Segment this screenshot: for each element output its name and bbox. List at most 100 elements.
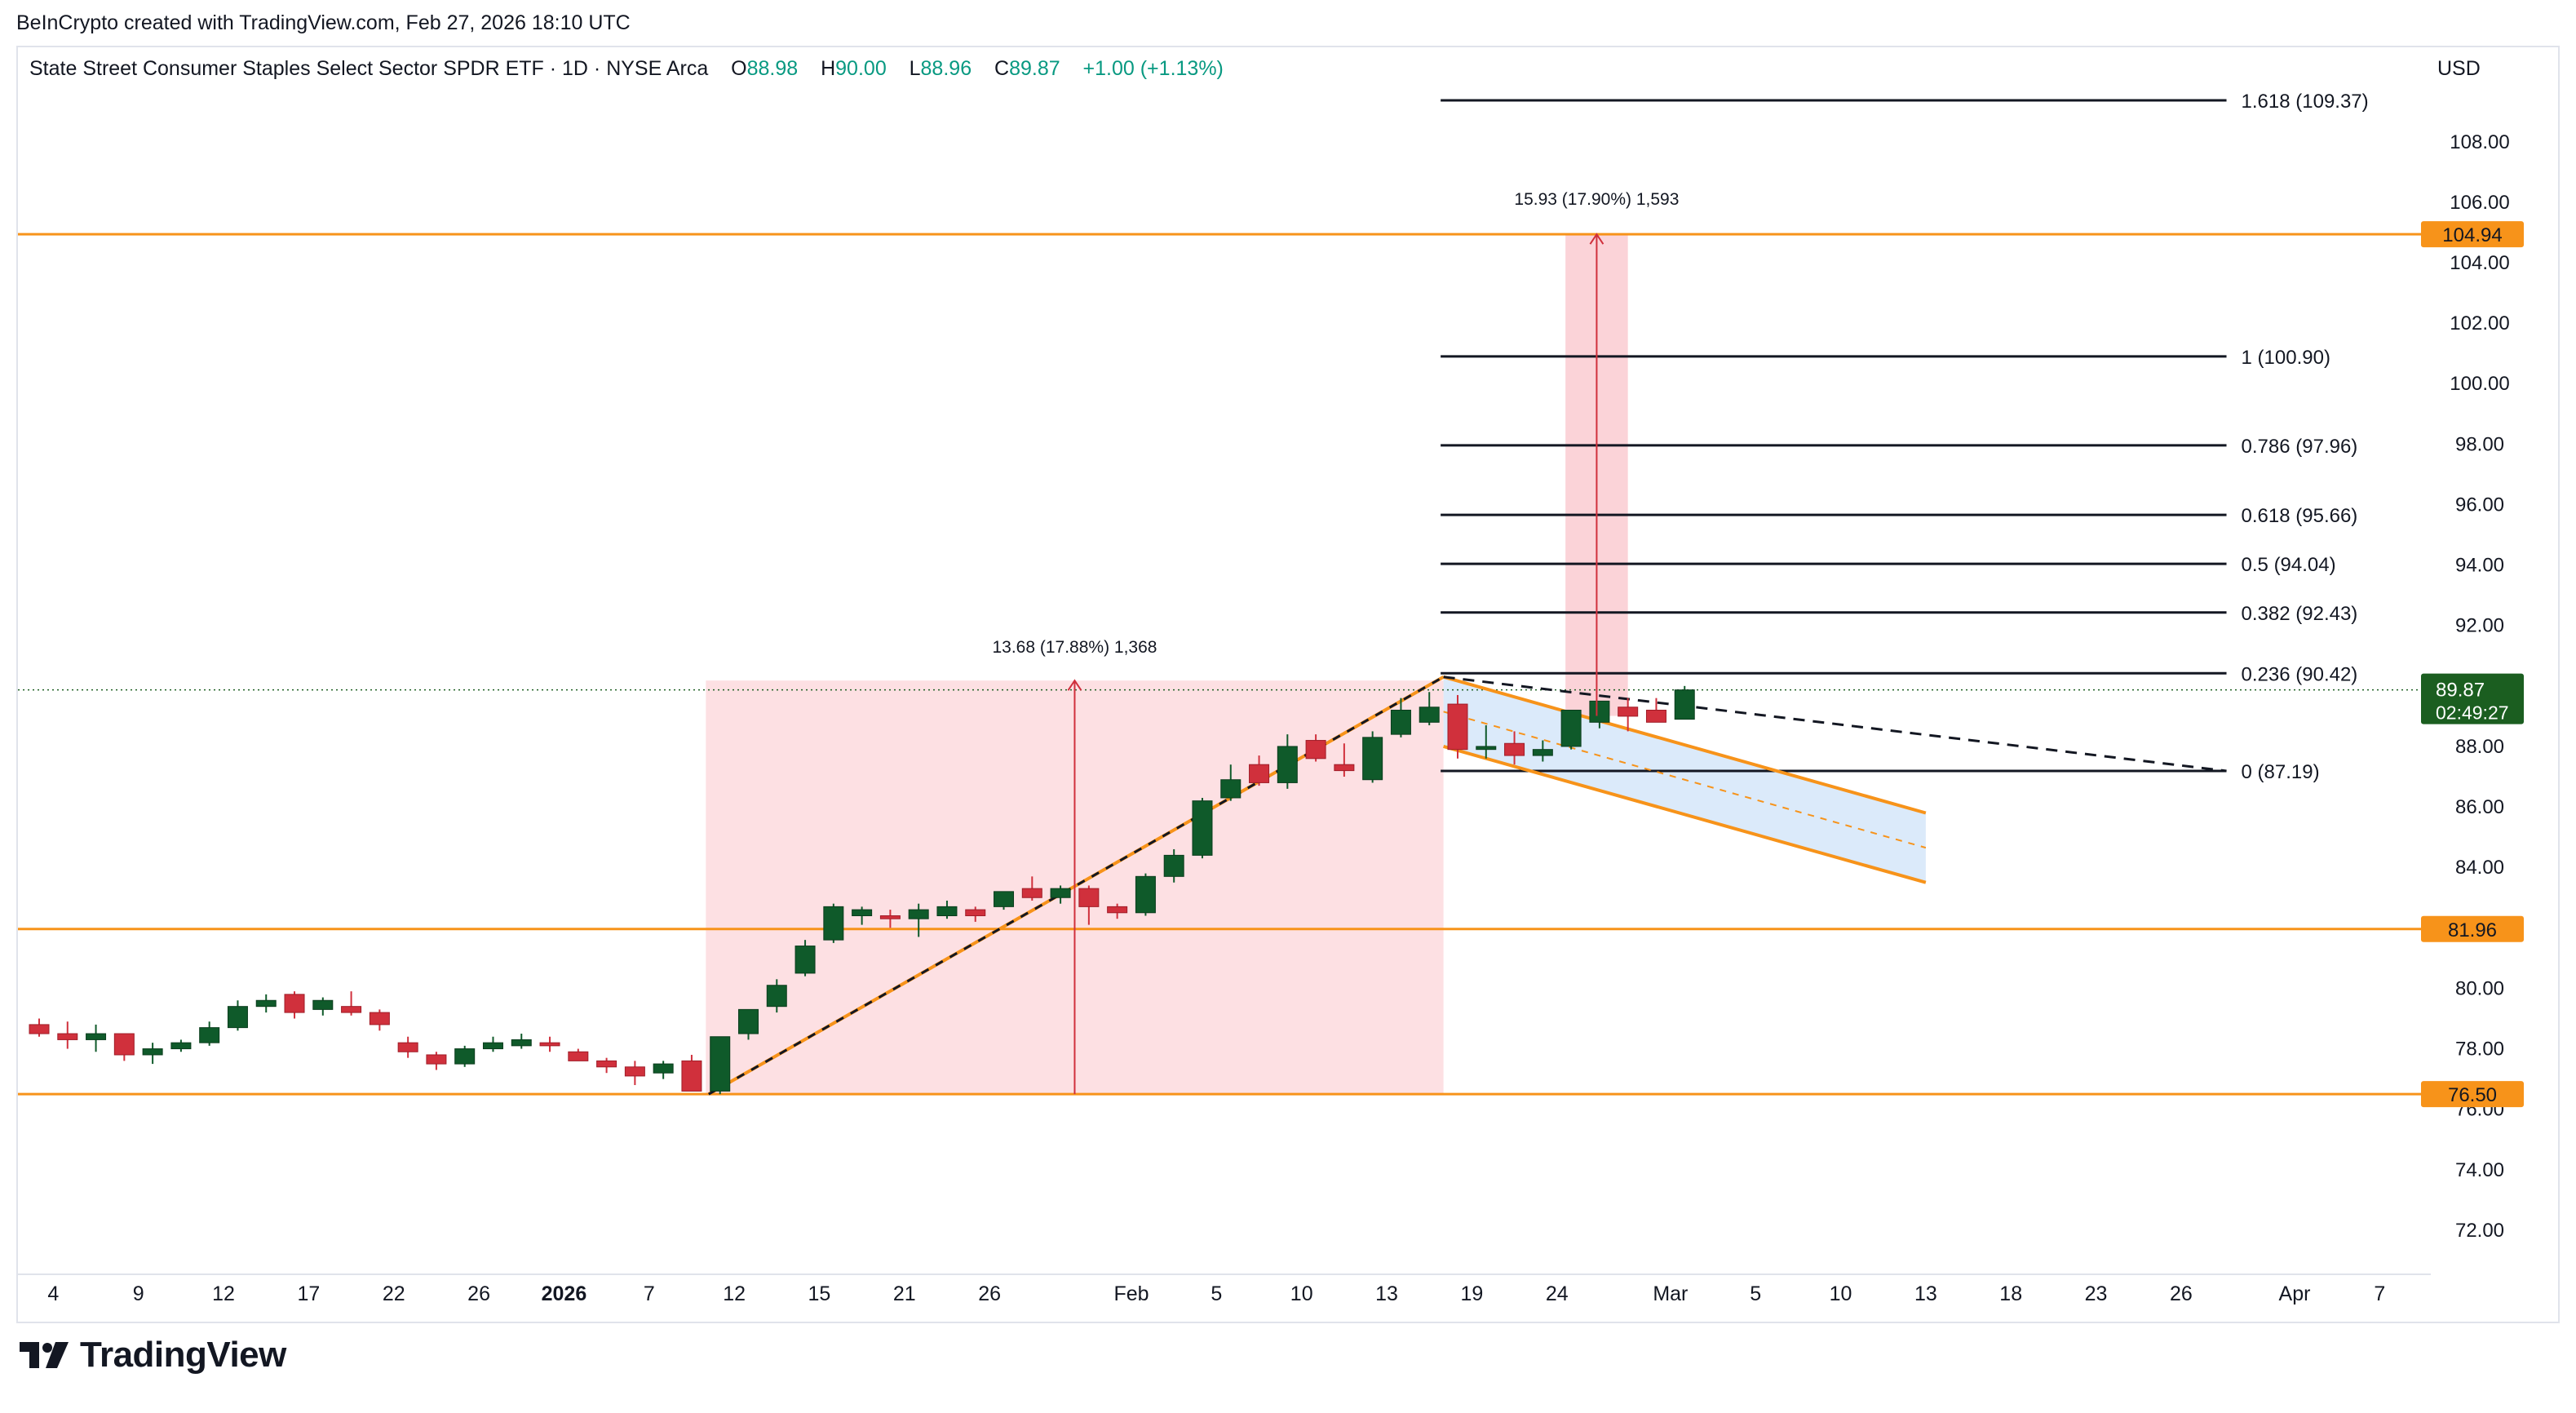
x-axis-tick-label: 26: [978, 1282, 1001, 1305]
candle-body[interactable]: [255, 999, 277, 1008]
candle-body[interactable]: [994, 891, 1015, 907]
candle-body[interactable]: [738, 1008, 759, 1034]
candle-body[interactable]: [1504, 742, 1525, 756]
candle-body[interactable]: [681, 1060, 702, 1092]
candle-body[interactable]: [1560, 709, 1582, 747]
x-axis-tick-label: 26: [467, 1282, 490, 1305]
y-axis-tick-label: 108.00: [2450, 131, 2509, 153]
channel-lower-line[interactable]: [1443, 745, 1927, 884]
candle-body[interactable]: [341, 1006, 362, 1013]
x-axis-tick-label: 22: [383, 1282, 405, 1305]
x-axis-tick-label: 12: [723, 1282, 746, 1305]
candle-body[interactable]: [879, 915, 901, 919]
candle-body[interactable]: [199, 1027, 220, 1043]
price-chart[interactable]: 1.618 (109.37) 1 (100.90) 0.786 (97.96) 0.6…: [18, 47, 2558, 1322]
x-axis-tick-label: 9: [133, 1282, 144, 1305]
fib-level-label: 0.236 (90.42): [2242, 663, 2358, 685]
candle-body[interactable]: [369, 1012, 390, 1025]
level-price-tag-label: 76.50: [2448, 1084, 2497, 1106]
x-axis-tick-label: 13: [1914, 1282, 1937, 1305]
candle-body[interactable]: [1532, 749, 1553, 756]
candle-body[interactable]: [794, 946, 816, 974]
candle-body[interactable]: [511, 1039, 532, 1047]
candle-body[interactable]: [170, 1042, 192, 1050]
tradingview-logo-icon: [20, 1342, 69, 1368]
candle-body[interactable]: [1419, 706, 1440, 723]
bar-countdown-label: 02:49:27: [2436, 702, 2509, 724]
candle-body[interactable]: [397, 1042, 418, 1052]
level-price-tag-label: 81.96: [2448, 919, 2497, 941]
channel-upper-line[interactable]: [1443, 675, 1927, 815]
candle-body[interactable]: [936, 906, 958, 916]
candle-body[interactable]: [426, 1054, 447, 1065]
candle-body[interactable]: [1021, 888, 1042, 898]
fib-level-label: 1 (100.90): [2242, 347, 2330, 369]
level-price-tag: [2421, 1081, 2524, 1108]
candle-body[interactable]: [1050, 888, 1071, 898]
candle-body[interactable]: [482, 1042, 503, 1050]
candle-body[interactable]: [1618, 706, 1639, 717]
candle-body[interactable]: [1192, 800, 1213, 856]
x-axis-tick-label: Mar: [1653, 1282, 1688, 1305]
candle-body[interactable]: [86, 1033, 107, 1040]
candle-body[interactable]: [1220, 779, 1242, 799]
candle-body[interactable]: [142, 1048, 163, 1056]
candle-body[interactable]: [539, 1042, 560, 1047]
candle-body[interactable]: [1249, 764, 1270, 783]
candle-body[interactable]: [1589, 700, 1610, 723]
candle-body[interactable]: [568, 1051, 589, 1061]
x-axis-tick-label: 7: [2374, 1282, 2385, 1305]
candle-body[interactable]: [1163, 854, 1184, 877]
candle-body[interactable]: [1645, 709, 1666, 723]
candle-body[interactable]: [1135, 875, 1156, 914]
y-axis-tick-label: 104.00: [2450, 252, 2509, 274]
instrument-legend[interactable]: State Street Consumer Staples Select Sec…: [29, 57, 1224, 81]
candle-body[interactable]: [454, 1048, 476, 1065]
y-axis-tick-label: 74.00: [2455, 1159, 2504, 1181]
descending-dashed-trendline[interactable]: [1443, 675, 2227, 773]
candle-body[interactable]: [57, 1033, 78, 1040]
candle-body[interactable]: [284, 994, 305, 1013]
candle-body[interactable]: [596, 1060, 617, 1068]
measure-1-arrowhead: [1067, 679, 1082, 691]
y-axis-tick-label: 78.00: [2455, 1039, 2504, 1061]
candle-body[interactable]: [113, 1033, 135, 1056]
candle-body[interactable]: [710, 1036, 731, 1092]
currency-selector[interactable]: USD: [2437, 57, 2481, 80]
candle-body[interactable]: [624, 1066, 645, 1077]
candle-body[interactable]: [1476, 746, 1497, 751]
candle-body[interactable]: [1107, 906, 1128, 914]
chart-frame[interactable]: 1.618 (109.37) 1 (100.90) 0.786 (97.96) 0.6…: [16, 46, 2560, 1323]
current-price-tag-label: 89.87: [2436, 680, 2485, 702]
candle-body[interactable]: [1305, 740, 1326, 760]
candle-body[interactable]: [852, 909, 873, 916]
candle-body[interactable]: [1078, 888, 1100, 907]
tradingview-logo[interactable]: TradingView: [18, 1335, 286, 1375]
channel-midline: [1443, 711, 1927, 849]
candle-body[interactable]: [1334, 764, 1355, 772]
x-axis-tick-label: 10: [1830, 1282, 1852, 1305]
y-axis-tick-label: 92.00: [2455, 615, 2504, 637]
current-price-tag: [2421, 673, 2524, 724]
candle-body[interactable]: [965, 909, 986, 916]
candle-body[interactable]: [823, 906, 844, 941]
candle-body[interactable]: [908, 909, 929, 919]
candle-body[interactable]: [1277, 746, 1298, 783]
candle-body[interactable]: [653, 1063, 674, 1074]
y-axis-tick-label: 106.00: [2450, 192, 2509, 214]
candle-body[interactable]: [312, 999, 334, 1010]
candle-body[interactable]: [227, 1006, 248, 1029]
x-axis-tick-label: 7: [644, 1282, 655, 1305]
y-axis-tick-label: 86.00: [2455, 796, 2504, 818]
y-axis-tick-label: 80.00: [2455, 977, 2504, 999]
x-axis-tick-label: Apr: [2279, 1282, 2311, 1305]
low-value: 88.96: [920, 57, 972, 80]
candle-body[interactable]: [766, 985, 787, 1008]
candle-body[interactable]: [1362, 737, 1383, 781]
x-axis-tick-label: 13: [1375, 1282, 1398, 1305]
candle-body[interactable]: [1447, 703, 1468, 751]
y-axis-tick-label: 102.00: [2450, 312, 2509, 334]
candle-body[interactable]: [1674, 689, 1695, 720]
candle-body[interactable]: [29, 1024, 50, 1034]
candle-body[interactable]: [1390, 709, 1411, 735]
